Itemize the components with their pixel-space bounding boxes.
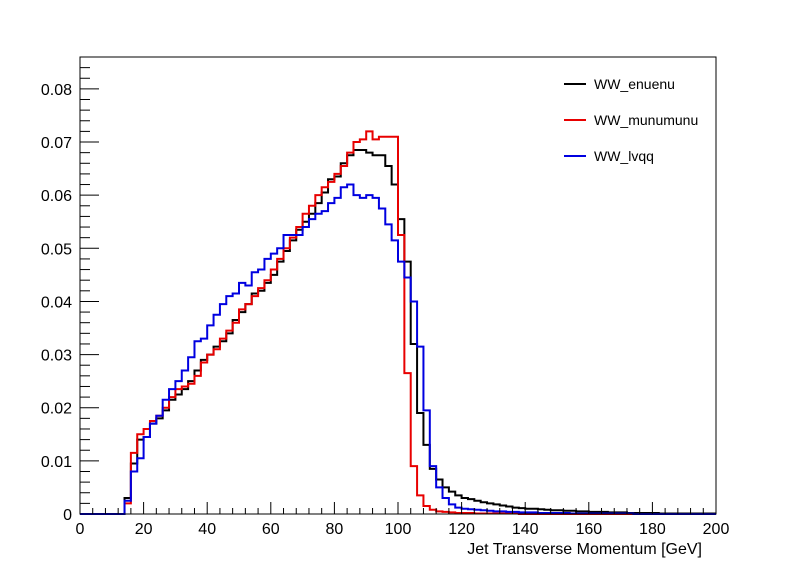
x-tick-label: 120 [448,521,475,538]
y-tick-label: 0.03 [41,348,72,365]
x-tick-label: 80 [326,521,344,538]
legend-entry: WW_munumunu [594,112,698,128]
y-tick-label: 0 [63,507,72,524]
series-line-WW_enuenu [80,148,716,515]
x-axis: 0 20 40 60 80 100 120 140 160 180 200 [76,502,730,538]
x-tick-label: 40 [198,521,216,538]
x-tick-label: 200 [703,521,730,538]
x-axis-title: Jet Transverse Momentum [GeV] [467,541,702,558]
legend-entry: WW_enuenu [594,76,675,92]
x-tick-label: 20 [135,521,153,538]
y-tick-label: 0.01 [41,454,72,471]
y-tick-label: 0.05 [41,241,72,258]
x-tick-label: 0 [76,521,85,538]
y-tick-label: 0.07 [41,135,72,152]
x-tick-label: 180 [639,521,666,538]
y-tick-label: 0.02 [41,401,72,418]
x-tick-label: 140 [512,521,539,538]
x-tick-label: 60 [262,521,280,538]
x-tick-label: 160 [575,521,602,538]
y-tick-label: 0.04 [41,294,72,311]
legend-entry: WW_lvqq [594,148,654,164]
x-tick-label: 100 [385,521,412,538]
series-line-WW_munumunu [80,130,716,515]
y-tick-label: 0.08 [41,82,72,99]
y-axis: 0 0.01 0.02 0.03 0.04 0.05 0.06 0.07 0.08 [41,56,99,524]
series-line-WW_lvqq [80,183,716,515]
y-tick-label: 0.06 [41,188,72,205]
legend: WW_enuenu WW_munumunu WW_lvqq [564,76,698,164]
histogram-curves [80,130,716,515]
